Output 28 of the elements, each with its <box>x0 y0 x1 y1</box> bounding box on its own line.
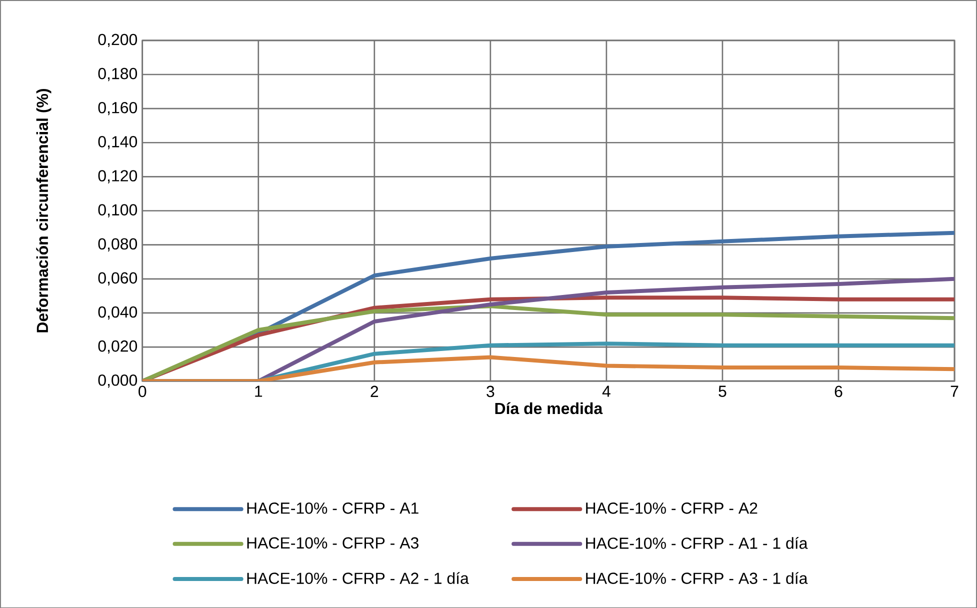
legend-label: HACE-10% - CFRP - A2 - 1 día <box>247 572 469 584</box>
y-tick-label: 0,120 <box>98 170 138 184</box>
y-tick-label: 0,180 <box>98 68 138 81</box>
legend-label: HACE-10% - CFRP - A3 <box>247 537 418 548</box>
x-tick-label: 7 <box>950 386 958 397</box>
y-tick-label: 0,140 <box>98 136 138 150</box>
legend-label: HACE-10% - CFRP - A2 <box>586 502 758 514</box>
x-axis-title: Día de medida <box>495 402 603 414</box>
x-tick-label: 2 <box>370 386 378 397</box>
x-tick-label: 1 <box>255 386 262 397</box>
y-tick-label: 0,000 <box>98 374 138 388</box>
line-series <box>142 355 955 381</box>
y-axis-title: Deformación circunferencial (%) <box>36 88 52 332</box>
y-tick-label: 0,060 <box>98 272 138 286</box>
y-tick-label: 0,080 <box>98 238 138 252</box>
x-tick-label: 5 <box>718 386 726 397</box>
x-tick-label: 3 <box>486 386 494 397</box>
legend-label: HACE-10% - CFRP - A1 - 1 día <box>586 536 808 549</box>
x-tick-label: 4 <box>602 386 610 397</box>
legend-label: HACE-10% - CFRP - A3 - 1 día <box>586 572 808 584</box>
x-tick-label: 6 <box>834 386 842 397</box>
x-tick-label: 0 <box>138 386 146 397</box>
legend-label: HACE-10% - CFRP - A1 <box>247 502 418 514</box>
y-tick-label: 0,020 <box>98 340 138 354</box>
y-tick-label: 0,200 <box>98 34 138 47</box>
y-tick-label: 0,160 <box>98 102 138 116</box>
y-tick-label: 0,100 <box>98 204 138 218</box>
y-tick-label: 0,040 <box>98 306 138 320</box>
